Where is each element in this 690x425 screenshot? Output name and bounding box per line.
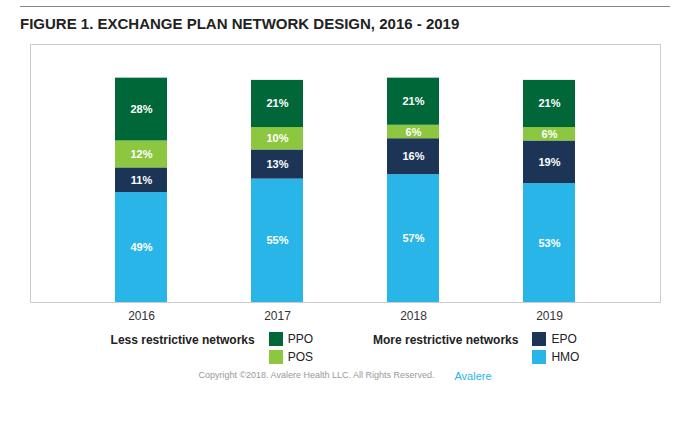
html-text:FIGURE 1. EXCHANGE PLAN NETWOR: FIGURE 1. EXCHANGE PLAN NETWORK DESIGN, … xyxy=(20,15,460,32)
html-text:Less restrictive networks: Less restrictive networks xyxy=(110,333,255,347)
svg-text:55%: 55% xyxy=(266,234,288,246)
svg-text:2016: 2016 xyxy=(128,309,155,323)
html-text:PPO: PPO xyxy=(287,332,313,346)
svg-text:12%: 12% xyxy=(130,148,152,160)
svg-text:53%: 53% xyxy=(538,237,560,249)
svg-text:13%: 13% xyxy=(266,158,288,170)
svg-text:6%: 6% xyxy=(542,128,558,140)
html-text:POS: POS xyxy=(287,350,313,364)
svg-text:49%: 49% xyxy=(130,241,152,253)
html-text:EPO: EPO xyxy=(551,332,577,346)
svg-text:28%: 28% xyxy=(130,103,152,115)
html-text:More restrictive networks: More restrictive networks xyxy=(373,333,519,347)
svg-text:2017: 2017 xyxy=(264,309,291,323)
svg-text:16%: 16% xyxy=(402,150,424,162)
svg-text:57%: 57% xyxy=(402,232,424,244)
html-text:Avalere: Avalere xyxy=(454,370,492,382)
svg-text:10%: 10% xyxy=(266,132,288,144)
html-text:Copyright ©2018. Avalere Healt: Copyright ©2018. Avalere Health LLC. All… xyxy=(198,370,435,380)
svg-text:2019: 2019 xyxy=(536,309,563,323)
svg-text:19%: 19% xyxy=(538,156,560,168)
svg-text:21%: 21% xyxy=(402,95,424,107)
svg-text:2018: 2018 xyxy=(400,309,427,323)
svg-text:6%: 6% xyxy=(406,126,422,138)
html-text:HMO: HMO xyxy=(551,350,580,364)
svg-text:21%: 21% xyxy=(266,97,288,109)
svg-text:21%: 21% xyxy=(538,97,560,109)
svg-text:11%: 11% xyxy=(131,174,153,186)
